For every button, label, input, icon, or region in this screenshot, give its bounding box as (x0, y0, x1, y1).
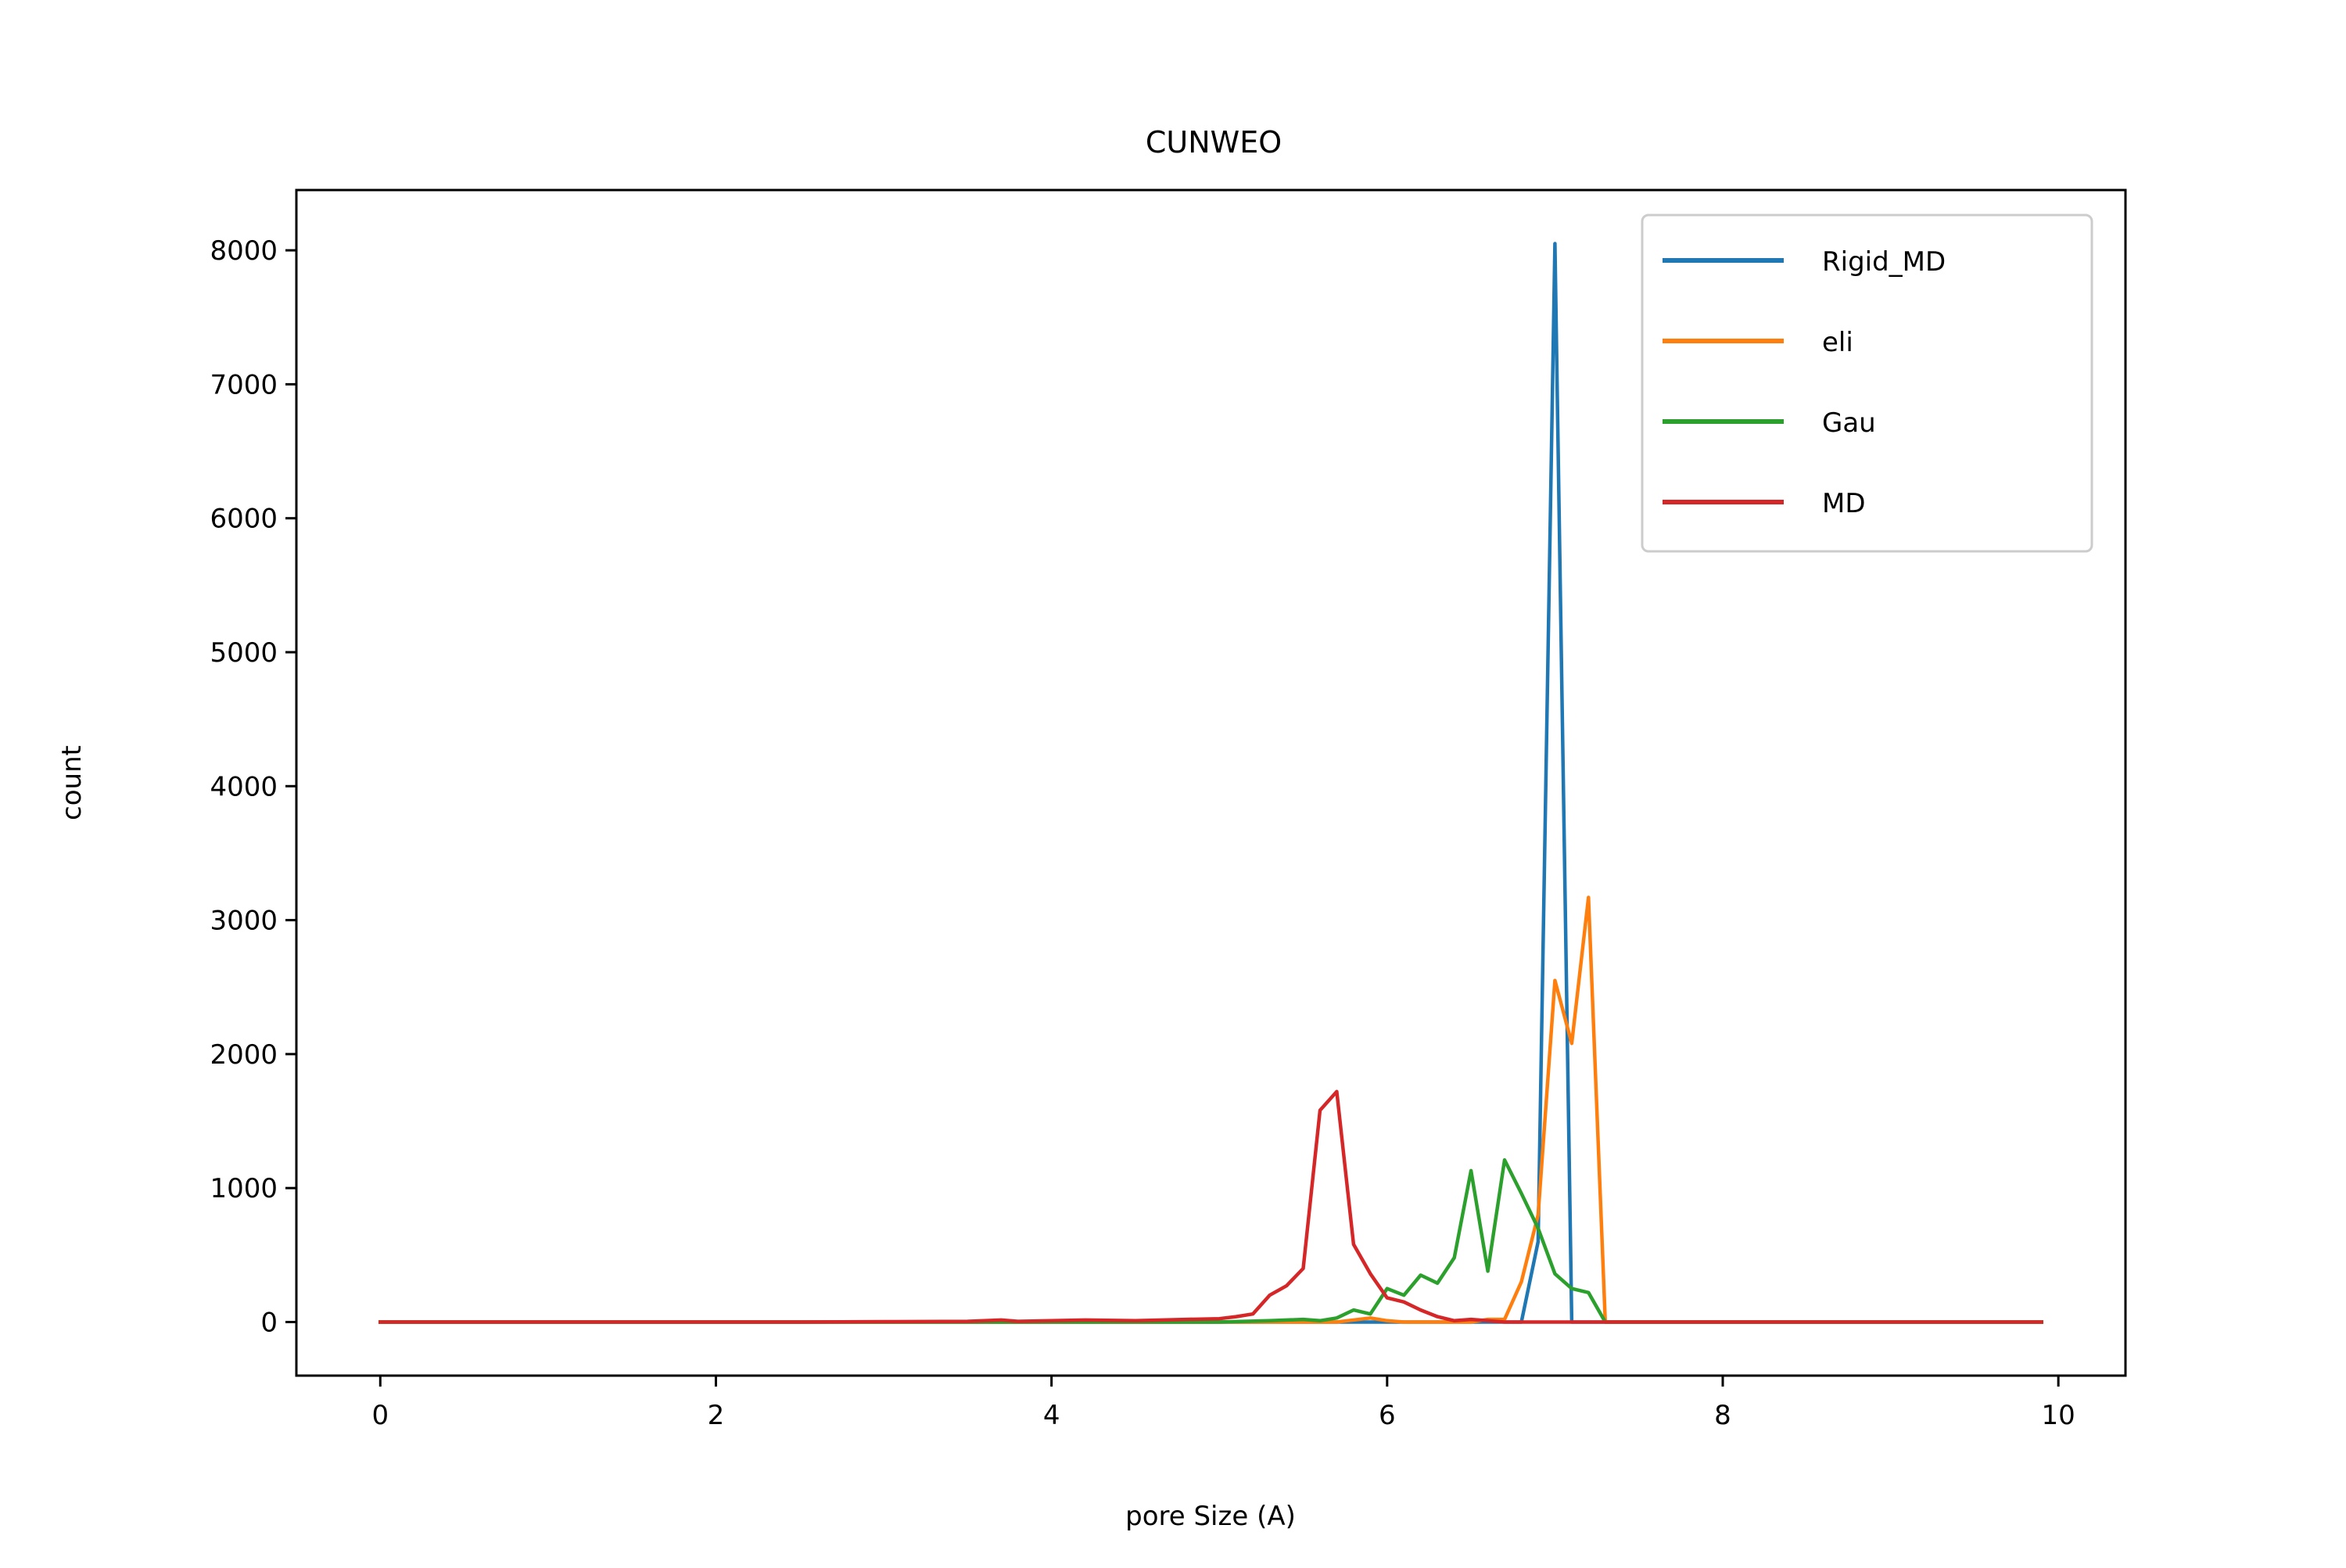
y-tick-label: 0 (260, 1307, 278, 1338)
x-tick-label: 6 (1379, 1400, 1396, 1431)
plot-lines (378, 242, 2043, 1324)
x-axis-ticks: 0 2 4 6 8 10 (371, 1376, 2075, 1431)
y-tick-label: 6000 (210, 504, 278, 535)
y-tick-label: 7000 (210, 369, 278, 400)
x-tick-label: 4 (1043, 1400, 1060, 1431)
legend-label-rigid-md: Rigid_MD (1822, 246, 1946, 278)
y-tick-label: 4000 (210, 771, 278, 802)
x-tick-label: 8 (1714, 1400, 1731, 1431)
legend-label-md: MD (1822, 488, 1866, 519)
series-line-gau (378, 1157, 2043, 1324)
y-tick-label: 8000 (210, 235, 278, 267)
x-tick-label: 10 (2042, 1400, 2075, 1431)
series-line-md (378, 1089, 2043, 1324)
chart-title: CUNWEO (1146, 125, 1282, 160)
x-tick-label: 2 (708, 1400, 725, 1431)
legend-label-gau: Gau (1822, 407, 1876, 439)
y-tick-label: 2000 (210, 1039, 278, 1071)
x-axis-label: pore Size (A) (1125, 1501, 1296, 1532)
y-axis-ticks: 0 1000 2000 3000 4000 5000 6000 7000 8000 (210, 235, 296, 1338)
y-tick-label: 1000 (210, 1173, 278, 1204)
plot-area-frame (295, 188, 2127, 1377)
y-tick-label: 3000 (210, 906, 278, 937)
y-tick-label: 5000 (210, 637, 278, 669)
y-axis-label: count (56, 745, 88, 820)
legend-label-eli: eli (1822, 327, 1853, 358)
x-tick-label: 0 (371, 1400, 389, 1431)
legend-box (1641, 213, 2093, 553)
series-line-eli (378, 895, 2043, 1324)
